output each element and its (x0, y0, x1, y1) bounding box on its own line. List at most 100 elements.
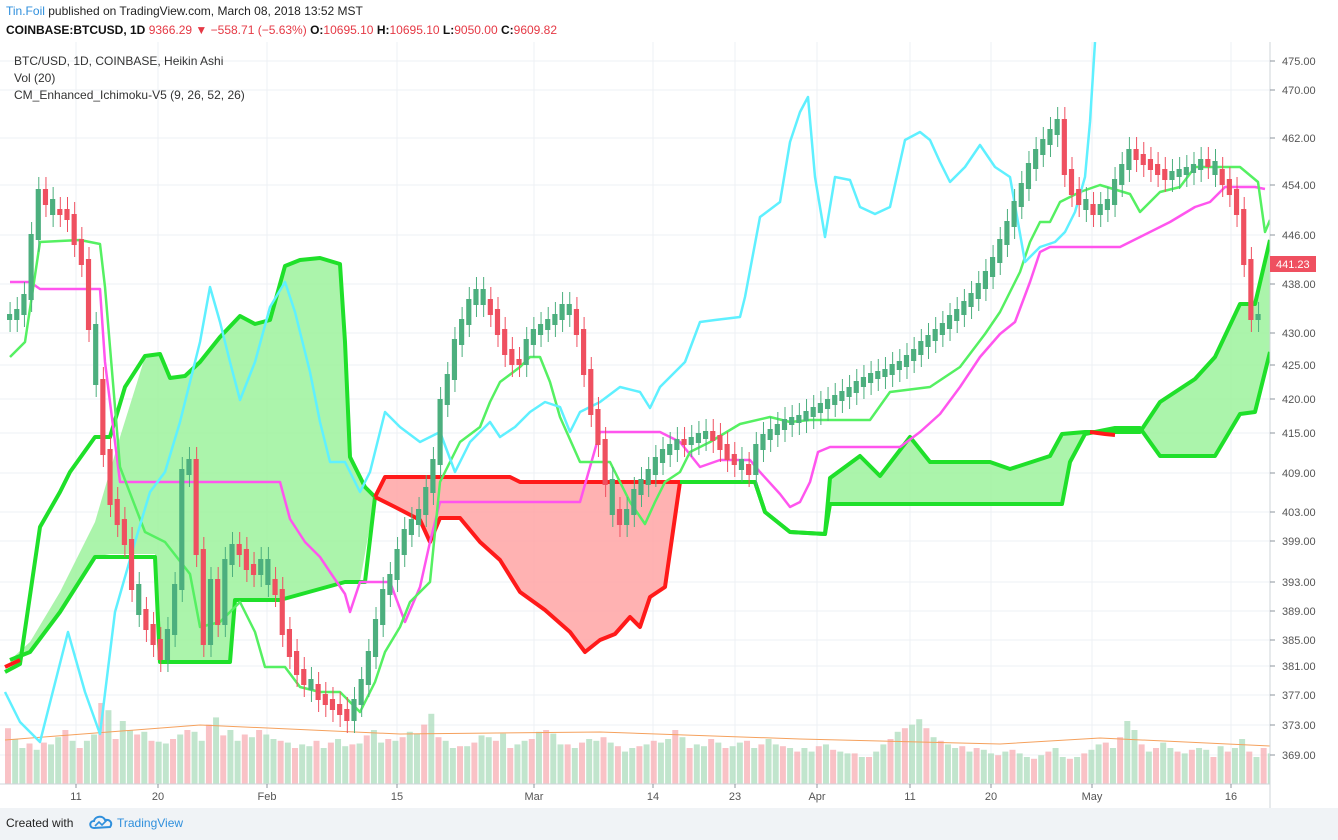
candle-body (430, 459, 436, 493)
candle-body (35, 189, 41, 240)
volume-bar (392, 740, 399, 784)
candle-body (946, 315, 953, 329)
candle-body (172, 584, 178, 635)
candle-body (64, 209, 70, 220)
price-chart[interactable]: 475.00 470.00 462.00 454.00 446.00 438.00 430.… (0, 42, 1338, 808)
candle-body (824, 399, 831, 409)
volume-bar (557, 744, 564, 784)
volume-bar (270, 739, 277, 784)
candle-body (459, 319, 465, 345)
price-change: −558.71 (−5.63%) (210, 23, 307, 37)
candle-body (803, 411, 809, 421)
volume-bar (736, 742, 743, 784)
candle-body (394, 549, 400, 580)
candle-body (638, 479, 644, 495)
volume-bar (126, 730, 133, 784)
candle-body (502, 329, 508, 355)
volume-bar (579, 742, 585, 784)
volume-bar (772, 744, 779, 784)
high-label: H: (376, 23, 390, 37)
volume-bar (1109, 748, 1116, 784)
volume-bar (177, 734, 184, 784)
span-a-line (4, 658, 21, 669)
candle-body (925, 335, 931, 347)
price-tick-label: 381.00 (1282, 661, 1316, 673)
volume-bar (327, 742, 334, 784)
candle-body (164, 629, 171, 660)
candle-body (724, 444, 730, 460)
candle-body (207, 579, 214, 645)
candle-body (681, 439, 687, 445)
candle-body (408, 519, 414, 535)
candle-body (595, 409, 601, 445)
candle-body (1162, 169, 1168, 180)
candle-body (279, 589, 285, 635)
volume-bar (12, 739, 19, 784)
volume-bar (822, 744, 829, 784)
symbol-label: COINBASE:BTCUSD, 1D (6, 23, 146, 37)
volume-bar (1045, 751, 1052, 784)
open-label: O: (310, 23, 324, 37)
footer: Created with TradingView (0, 808, 1338, 840)
volume-bar (1023, 757, 1030, 784)
volume-bar (91, 734, 98, 784)
author-link[interactable]: Tin.Foil (6, 4, 45, 18)
volume-bar (693, 744, 700, 784)
candle-body (186, 459, 192, 475)
candle-body (57, 209, 63, 215)
close-label: C: (500, 23, 514, 37)
last-price-label: 441.23 (1276, 259, 1310, 271)
volume-bar (313, 740, 320, 784)
candle-body (1104, 199, 1110, 210)
candle-body (911, 349, 917, 361)
tradingview-link[interactable]: TradingView (117, 816, 184, 830)
candle-body (473, 289, 479, 305)
time-tick-label: Feb (258, 791, 277, 803)
candle-body (753, 444, 759, 475)
volume-bar (830, 749, 837, 784)
volume-bar (98, 703, 105, 784)
candle-body (380, 589, 386, 625)
chart-legend: BTC/USD, 1D, COINBASE, Heikin Ashi Vol (… (14, 53, 245, 104)
candle-body (1025, 163, 1032, 189)
volume-bar (1239, 739, 1246, 784)
candle-body (358, 679, 364, 705)
candle-body (1076, 189, 1082, 205)
volume-bar (858, 757, 865, 784)
close-value: 9609.82 (513, 23, 558, 37)
volume-bar (155, 741, 162, 784)
candle-body (688, 437, 694, 445)
candle-body (581, 329, 587, 375)
publication-info: published on TradingView.com, March 08, … (48, 4, 363, 18)
candle-body (301, 669, 307, 685)
candle-body (796, 415, 802, 423)
candle-body (344, 709, 350, 721)
volume-bar (442, 740, 449, 784)
candle-body (645, 469, 651, 485)
volume-bar (966, 751, 973, 784)
candle-body (1169, 171, 1175, 180)
volume-bar (428, 713, 435, 784)
candle-body (875, 371, 881, 379)
candle-body (695, 433, 701, 443)
volume-bar (69, 740, 76, 784)
volume-bar (851, 753, 858, 784)
span-a-line (1089, 430, 1116, 437)
candle-body (624, 509, 630, 525)
candle-body (1133, 149, 1139, 160)
axes: 475.00 470.00 462.00 454.00 446.00 438.00 430.… (0, 42, 1338, 808)
ichimoku-cloud (4, 239, 1272, 674)
volume-bar (765, 739, 772, 784)
candle-body (774, 424, 780, 435)
created-with-label: Created with (6, 816, 74, 830)
candle-body (789, 417, 795, 425)
price-tick-label: 369.00 (1282, 750, 1316, 762)
time-tick-label: 16 (1225, 791, 1237, 803)
volume-bar (514, 744, 521, 784)
price-tick-label: 373.00 (1282, 720, 1316, 732)
volume-bar (1031, 758, 1038, 784)
candle-body (451, 339, 458, 380)
candle-body (731, 454, 737, 465)
candle-body (337, 704, 343, 715)
price-tick-label: 399.00 (1282, 536, 1316, 548)
